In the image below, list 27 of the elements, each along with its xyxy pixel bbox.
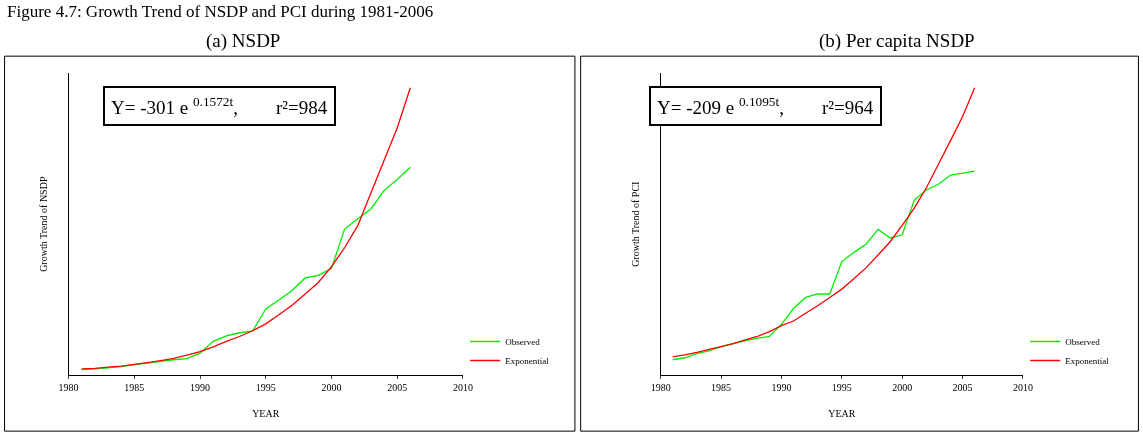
x-tick-label: 2010 <box>1012 381 1033 393</box>
x-tick-label: 1995 <box>255 381 276 393</box>
x-axis-title: YEAR <box>252 408 280 420</box>
x-tick-label: 2005 <box>952 381 973 393</box>
legend-label: Exponential <box>505 355 550 366</box>
annotation: Y= -301 e $^{0.1572t}$, r²=984 <box>111 94 328 118</box>
x-tick-label: 1995 <box>831 381 852 393</box>
y-axis-title: Growth Trend of PCI <box>629 181 641 267</box>
legend-label: Exponential <box>1065 355 1110 366</box>
y-axis-title: Growth Trend of NSDP <box>37 176 49 272</box>
x-tick-label: 1990 <box>771 381 792 393</box>
chart-title: (a) NSDP <box>206 30 281 52</box>
x-axis-title: YEAR <box>828 408 856 420</box>
x-tick-label: 2000 <box>892 381 913 393</box>
x-tick-label: 1980 <box>650 381 671 393</box>
x-tick-label: 2000 <box>321 381 342 393</box>
chart-title: (b) Per capita NSDP <box>819 30 975 52</box>
x-tick-label: 2010 <box>452 381 473 393</box>
caption: Figure 4.7: Growth Trend of NSDP and PCI during 1981-2006 <box>7 2 434 21</box>
x-tick-label: 1990 <box>190 381 211 393</box>
x-tick-label: 1985 <box>711 381 732 393</box>
annotation: Y= -209 e $^{0.1095t}$, r²=964 <box>657 94 874 118</box>
legend-label: Observed <box>505 336 541 347</box>
x-tick-label: 1985 <box>124 381 145 393</box>
legend-label: Observed <box>1065 336 1101 347</box>
x-tick-label: 1980 <box>58 381 79 393</box>
x-tick-label: 2005 <box>387 381 408 393</box>
